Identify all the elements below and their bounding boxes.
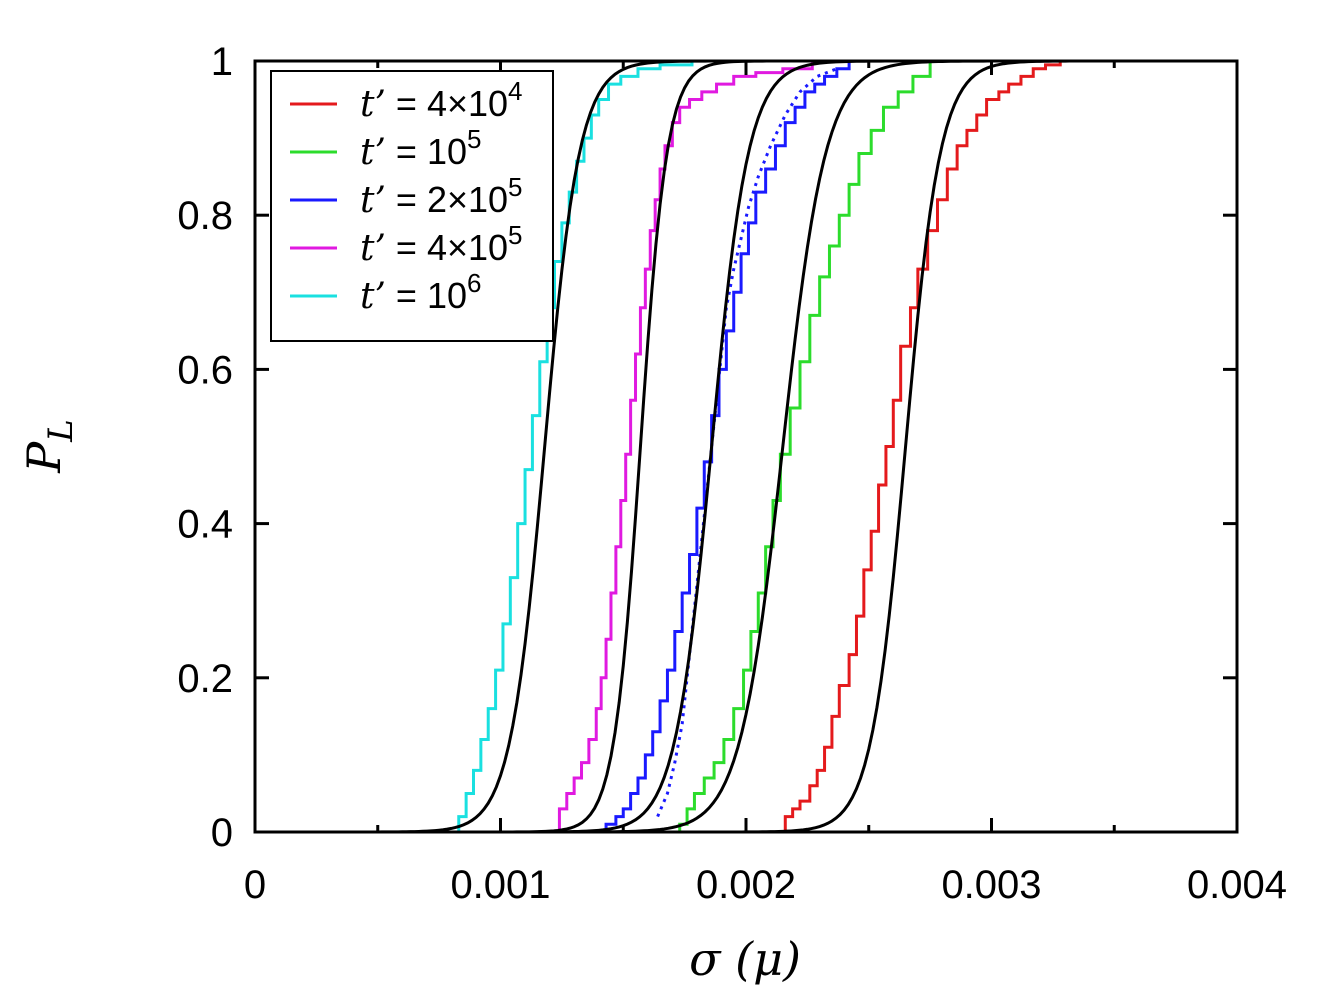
legend-entry: t’ = 106 xyxy=(360,268,481,317)
y-tick-label: 0.2 xyxy=(177,657,233,701)
legend-entry-exponent: 5 xyxy=(508,220,522,250)
series-line-5 xyxy=(451,61,1237,832)
legend-entry: t’ = 105 xyxy=(360,124,481,173)
x-tick-label: 0.001 xyxy=(450,863,550,907)
y-tick-label: 0.8 xyxy=(177,194,233,238)
legend-entry-exponent: 4 xyxy=(508,76,522,106)
y-axis-label-main: P xyxy=(17,441,71,474)
legend-entry-prefix: t’ xyxy=(360,228,386,269)
series-line-4 xyxy=(554,61,1237,832)
legend-entry: t’ = 4×105 xyxy=(360,220,523,269)
x-tick-label: 0 xyxy=(244,863,266,907)
legend-entry-base: 2×10 xyxy=(427,179,508,220)
x-tick-labels: 0 0.001 0.002 0.003 0.004 xyxy=(244,863,1287,907)
legend-entry-base: 4×10 xyxy=(427,227,508,268)
legend-entry-exponent: 5 xyxy=(508,172,522,202)
legend-entry-prefix: t’ xyxy=(360,132,386,173)
y-axis-label: PL xyxy=(17,419,81,474)
x-axis-label: σ (μ) xyxy=(689,932,801,986)
legend-entry-prefix: t’ xyxy=(360,84,386,125)
y-tick-label: 1 xyxy=(211,40,233,84)
legend-entry-equals: = xyxy=(386,275,427,316)
series-line-3 xyxy=(598,61,1237,832)
y-tick-label: 0.6 xyxy=(177,348,233,392)
fit-curve-2 xyxy=(255,61,1237,832)
legend-entry: t’ = 4×104 xyxy=(360,76,523,125)
series-line-2 xyxy=(674,61,1237,832)
y-tick-labels: 0 0.2 0.4 0.6 0.8 1 xyxy=(177,40,233,855)
y-axis-label-subscript: L xyxy=(41,419,81,443)
x-tick-label: 0.004 xyxy=(1187,863,1287,907)
legend-entry-exponent: 5 xyxy=(467,124,481,154)
series-line-1 xyxy=(780,61,1237,832)
x-tick-label: 0.002 xyxy=(696,863,796,907)
legend-entry-exponent: 6 xyxy=(467,268,481,298)
legend-entry-base: 10 xyxy=(427,131,467,172)
legend-entry-equals: = xyxy=(386,179,427,220)
legend-entry-base: 4×10 xyxy=(427,83,508,124)
y-tick-label: 0 xyxy=(211,811,233,855)
legend-entry-base: 10 xyxy=(427,275,467,316)
legend-entry-prefix: t’ xyxy=(360,276,386,317)
legend-entry-equals: = xyxy=(386,131,427,172)
plot-frame xyxy=(253,59,1239,834)
x-tick-label: 0.003 xyxy=(941,863,1041,907)
y-tick-label: 0.4 xyxy=(177,503,233,547)
legend-entry-equals: = xyxy=(386,227,427,268)
fit-curve-3 xyxy=(255,61,1237,832)
legend-entry-equals: = xyxy=(386,83,427,124)
legend-entry-prefix: t’ xyxy=(360,180,386,221)
legend-entry: t’ = 2×105 xyxy=(360,172,523,221)
